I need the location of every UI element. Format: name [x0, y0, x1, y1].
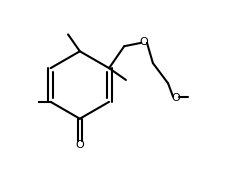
Text: O: O	[140, 37, 149, 47]
Text: O: O	[75, 140, 84, 150]
Text: O: O	[172, 93, 181, 103]
